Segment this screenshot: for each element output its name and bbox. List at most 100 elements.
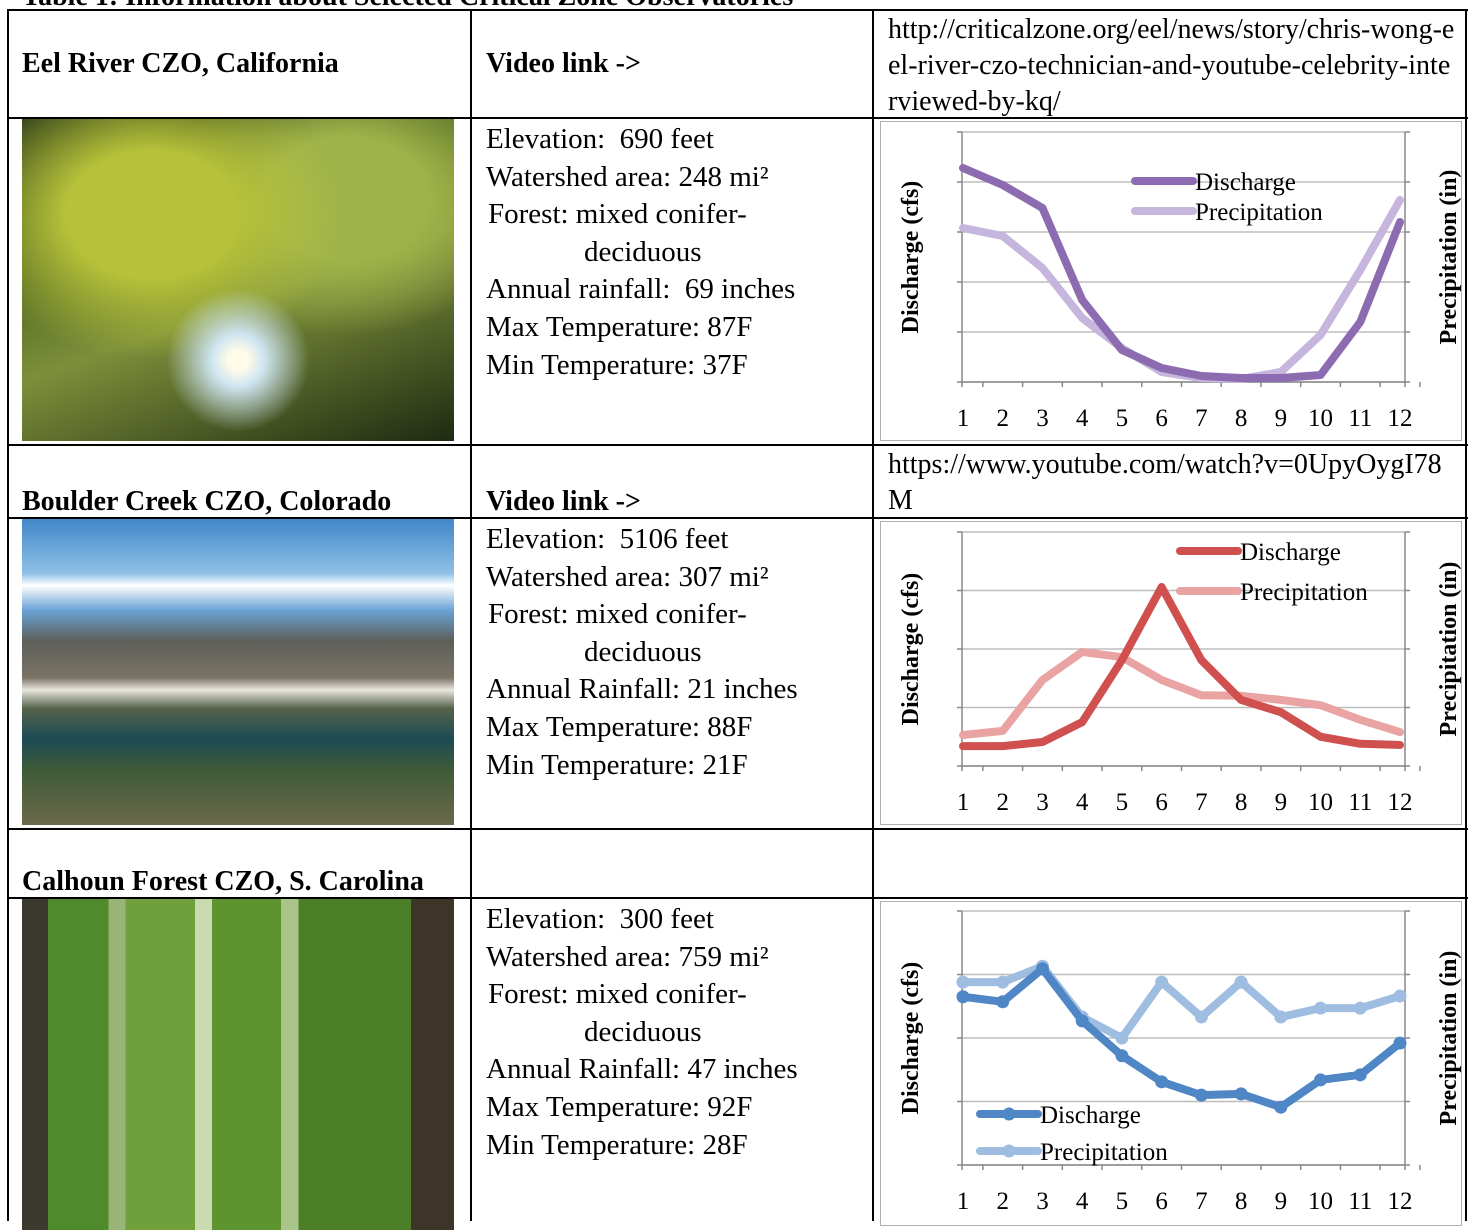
series-marker xyxy=(1393,989,1407,1003)
detail-line: Forest: mixed conifer- xyxy=(488,598,747,631)
chart-frame xyxy=(880,901,1462,1226)
series-marker xyxy=(1314,1073,1328,1087)
site-photo xyxy=(22,518,454,825)
series-marker xyxy=(1035,962,1049,976)
legend-label: Precipitation xyxy=(1195,199,1323,226)
video-url: http://criticalzone.org/eel/news/story/c… xyxy=(888,14,1455,117)
site-details: Elevation: 690 feet Watershed area: 248 m… xyxy=(471,121,873,384)
x-tick-label: 5 xyxy=(1116,1188,1129,1215)
x-tick-label: 5 xyxy=(1116,789,1129,816)
video-url: https://www.youtube.com/watch?v=0UpyOygI… xyxy=(888,449,1442,516)
x-tick-label: 12 xyxy=(1388,789,1413,816)
x-tick-label: 12 xyxy=(1388,1188,1413,1215)
detail-line: Annual rainfall: 69 inches xyxy=(486,273,796,306)
y-axis-label: Discharge (cfs) xyxy=(898,962,924,1115)
x-tick-label: 8 xyxy=(1235,405,1248,432)
x-tick-label: 11 xyxy=(1348,789,1372,816)
site-name: Eel River CZO, California xyxy=(22,48,339,79)
x-tick-label: 1 xyxy=(957,1188,970,1215)
series-marker xyxy=(996,975,1010,989)
series-marker xyxy=(1393,1036,1407,1050)
detail-line: Annual Rainfall: 47 inches xyxy=(486,1053,798,1086)
detail-line: Max Temperature: 87F xyxy=(486,310,753,343)
table-border xyxy=(8,828,1468,830)
x-tick-label: 2 xyxy=(996,789,1009,816)
table-border xyxy=(1465,9,1467,1221)
y2-axis-label: Precipitation (in) xyxy=(1436,562,1462,737)
table-border xyxy=(872,9,874,1221)
series-marker xyxy=(1353,1001,1367,1015)
series-marker xyxy=(1314,1001,1328,1015)
table-border xyxy=(8,517,1468,519)
x-tick-label: 8 xyxy=(1235,789,1248,816)
table-border xyxy=(8,9,1468,11)
detail-line: Elevation: 690 feet xyxy=(486,123,714,155)
series-marker xyxy=(1155,1075,1169,1089)
series-marker xyxy=(996,995,1010,1009)
x-tick-label: 3 xyxy=(1036,405,1049,432)
x-tick-label: 6 xyxy=(1155,789,1168,816)
series-line xyxy=(959,962,1404,1042)
x-tick-label: 3 xyxy=(1036,1188,1049,1215)
detail-line: Forest: mixed conifer- xyxy=(488,198,747,231)
x-tick-label: 10 xyxy=(1308,789,1333,816)
site-details: Elevation: 5106 feet Watershed area: 307 … xyxy=(471,521,873,784)
x-tick-label: 11 xyxy=(1348,405,1372,432)
table-border xyxy=(470,9,472,1221)
detail-line: Min Temperature: 21F xyxy=(486,748,748,781)
y-axis-label: Discharge (cfs) xyxy=(898,573,924,726)
x-tick-label: 9 xyxy=(1275,405,1288,432)
series-line xyxy=(959,964,1404,1112)
detail-line: Elevation: 5106 feet xyxy=(486,523,729,555)
series-marker xyxy=(956,975,970,989)
series-line xyxy=(959,647,1404,739)
table-border xyxy=(8,444,1468,446)
series-marker xyxy=(1115,1031,1129,1045)
series-line xyxy=(959,164,1404,382)
detail-line: Max Temperature: 92F xyxy=(486,1090,753,1123)
detail-line: Max Temperature: 88F xyxy=(486,710,753,743)
x-tick-label: 4 xyxy=(1076,789,1089,816)
detail-line: Watershed area: 248 mi² xyxy=(486,160,769,193)
series-marker xyxy=(1194,1088,1208,1102)
x-tick-label: 4 xyxy=(1076,1188,1089,1215)
series-marker xyxy=(1115,1049,1129,1063)
x-tick-label: 11 xyxy=(1348,1188,1372,1215)
video-link-label: Video link -> xyxy=(486,486,641,517)
series-marker xyxy=(956,990,970,1004)
series-marker xyxy=(1274,1100,1288,1114)
x-tick-label: 9 xyxy=(1275,1188,1288,1215)
site-photo xyxy=(22,898,454,1230)
site-name: Boulder Creek CZO, Colorado xyxy=(22,486,392,517)
series-line xyxy=(959,582,1404,751)
legend-label: Discharge xyxy=(1240,539,1341,566)
series-marker xyxy=(1194,1010,1208,1024)
series-marker xyxy=(1353,1068,1367,1082)
x-tick-label: 2 xyxy=(996,1188,1009,1215)
y2-axis-label: Precipitation (in) xyxy=(1436,170,1462,345)
x-tick-label: 9 xyxy=(1275,789,1288,816)
site-name: Calhoun Forest CZO, S. Carolina xyxy=(22,866,424,897)
series-marker xyxy=(1155,975,1169,989)
x-tick-label: 1 xyxy=(957,789,970,816)
legend-marker xyxy=(1002,1144,1016,1158)
x-tick-label: 2 xyxy=(996,405,1009,432)
detail-line: Watershed area: 759 mi² xyxy=(486,940,769,973)
x-tick-label: 1 xyxy=(957,405,970,432)
table-border xyxy=(8,117,1468,119)
x-tick-label: 7 xyxy=(1195,789,1208,816)
legend-label: Precipitation xyxy=(1240,579,1368,606)
y-axis-label: Discharge (cfs) xyxy=(898,181,924,334)
table-border xyxy=(7,9,9,1221)
video-link-label: Video link -> xyxy=(486,48,641,79)
x-tick-label: 7 xyxy=(1195,1188,1208,1215)
legend-marker xyxy=(1002,1107,1016,1121)
site-details: Elevation: 300 feet Watershed area: 759 m… xyxy=(471,901,873,1164)
series-marker xyxy=(1075,1014,1089,1028)
x-tick-label: 7 xyxy=(1195,405,1208,432)
x-tick-label: 5 xyxy=(1116,405,1129,432)
